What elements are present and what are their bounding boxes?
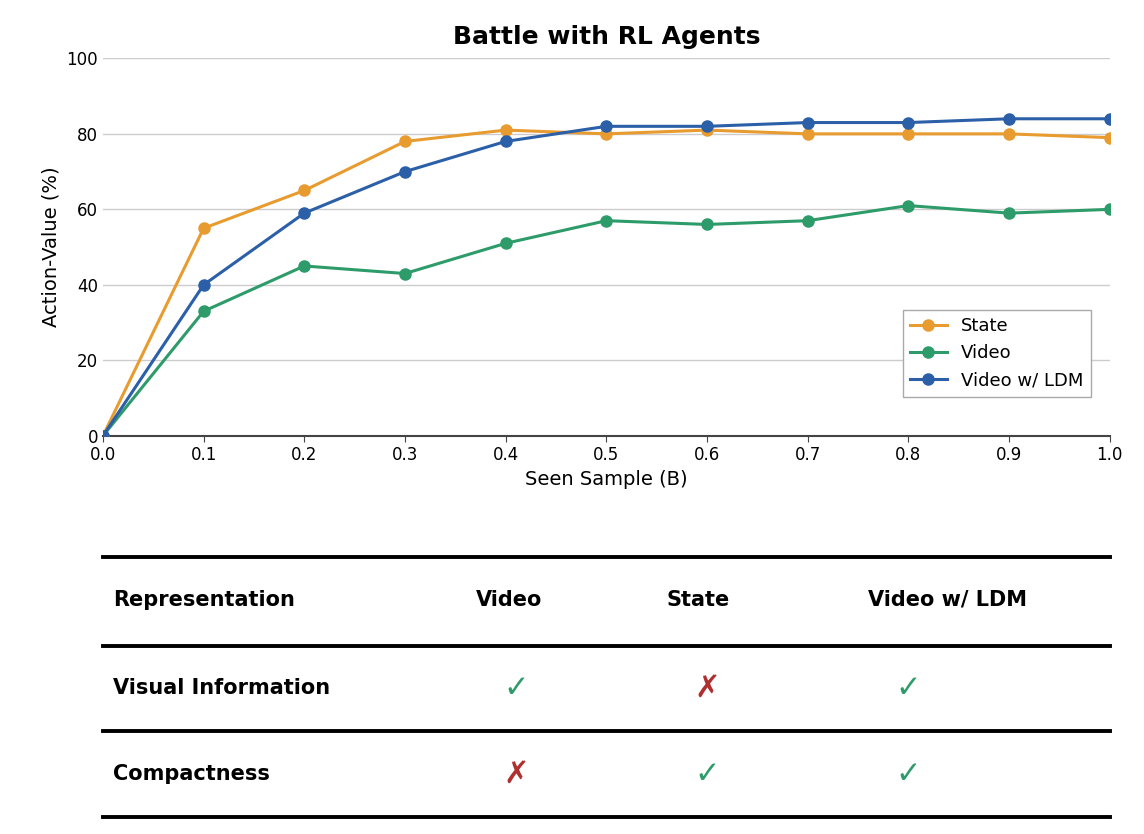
- Title: Battle with RL Agents: Battle with RL Agents: [453, 26, 760, 49]
- Text: Video: Video: [476, 590, 542, 610]
- Video: [499, 239, 513, 249]
- Text: ✓: ✓: [896, 760, 921, 789]
- State: [1002, 129, 1016, 139]
- State: [599, 129, 613, 139]
- Video: [96, 431, 110, 441]
- Video w/ LDM: [599, 121, 613, 131]
- Text: ✓: ✓: [694, 760, 720, 789]
- Text: ✓: ✓: [503, 674, 529, 703]
- Text: State: State: [667, 590, 730, 610]
- State: [197, 224, 210, 234]
- Video w/ LDM: [197, 280, 210, 290]
- Text: Visual Information: Visual Information: [113, 679, 331, 698]
- Video: [599, 216, 613, 226]
- Legend: State, Video, Video w/ LDM: State, Video, Video w/ LDM: [904, 310, 1090, 397]
- State: [1103, 133, 1117, 143]
- Video w/ LDM: [96, 431, 110, 441]
- Video w/ LDM: [801, 118, 815, 128]
- Text: Compactness: Compactness: [113, 765, 270, 784]
- Video: [901, 201, 915, 211]
- Line: State: State: [97, 124, 1115, 441]
- Video: [398, 269, 412, 279]
- State: [297, 185, 311, 195]
- Text: ✗: ✗: [503, 760, 529, 789]
- Video w/ LDM: [901, 118, 915, 128]
- Text: Video w/ LDM: Video w/ LDM: [868, 590, 1027, 610]
- Video: [1103, 204, 1117, 214]
- X-axis label: Seen Sample (B): Seen Sample (B): [525, 470, 688, 489]
- Video w/ LDM: [499, 137, 513, 147]
- Video w/ LDM: [398, 167, 412, 177]
- Text: ✓: ✓: [896, 674, 921, 703]
- State: [398, 137, 412, 147]
- State: [901, 129, 915, 139]
- Line: Video w/ LDM: Video w/ LDM: [97, 113, 1115, 441]
- State: [96, 431, 110, 441]
- Video: [700, 219, 714, 229]
- Text: Representation: Representation: [113, 590, 295, 610]
- Video w/ LDM: [1103, 113, 1117, 123]
- Video w/ LDM: [297, 208, 311, 219]
- Y-axis label: Action-Value (%): Action-Value (%): [42, 167, 61, 328]
- Line: Video: Video: [97, 200, 1115, 441]
- Video: [297, 261, 311, 271]
- State: [801, 129, 815, 139]
- Text: ✗: ✗: [694, 674, 720, 703]
- Video w/ LDM: [1002, 113, 1016, 123]
- Video: [197, 306, 210, 316]
- Video w/ LDM: [700, 121, 714, 131]
- State: [700, 125, 714, 135]
- State: [499, 125, 513, 135]
- Video: [1002, 208, 1016, 219]
- Video: [801, 216, 815, 226]
